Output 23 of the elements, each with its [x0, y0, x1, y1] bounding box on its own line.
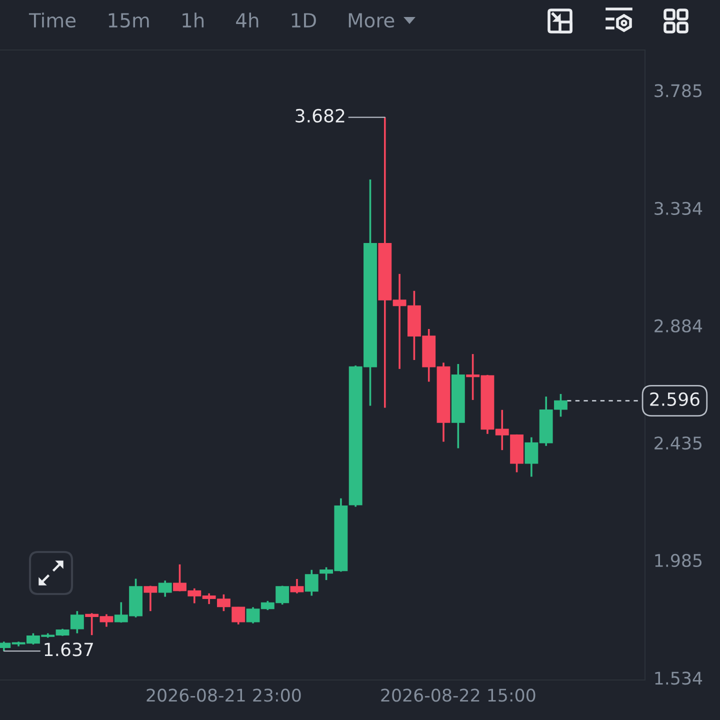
- y-tick-label: 3.334: [654, 202, 702, 215]
- text: Time: [28, 12, 76, 28]
- text: 4h: [236, 12, 258, 28]
- candlestick: [232, 606, 246, 626]
- ref-line-label: 2.596: [650, 392, 700, 406]
- text: More: [348, 13, 394, 28]
- candlestick: [158, 580, 172, 598]
- annotation: 1.637: [44, 642, 93, 656]
- annotation: 3.682: [296, 108, 344, 123]
- candlestick: [304, 568, 318, 597]
- y-tick-label: 2.884: [654, 319, 702, 332]
- candlestick: [290, 578, 304, 594]
- text: 15m: [108, 13, 149, 28]
- text: 1D: [292, 13, 316, 28]
- text: 1h: [182, 12, 204, 28]
- x-tick-label: 2026-08-22 15:00: [381, 688, 536, 702]
- y-tick-label: 2.435: [654, 436, 702, 450]
- y-tick-label: 3.785: [654, 84, 702, 98]
- y-tick-label: 1.534: [655, 672, 702, 685]
- x-tick-label: 2026-08-21 23:00: [146, 688, 301, 702]
- candlestick: [144, 584, 158, 612]
- candlestick: [70, 610, 84, 634]
- y-tick-label: 1.985: [655, 554, 702, 568]
